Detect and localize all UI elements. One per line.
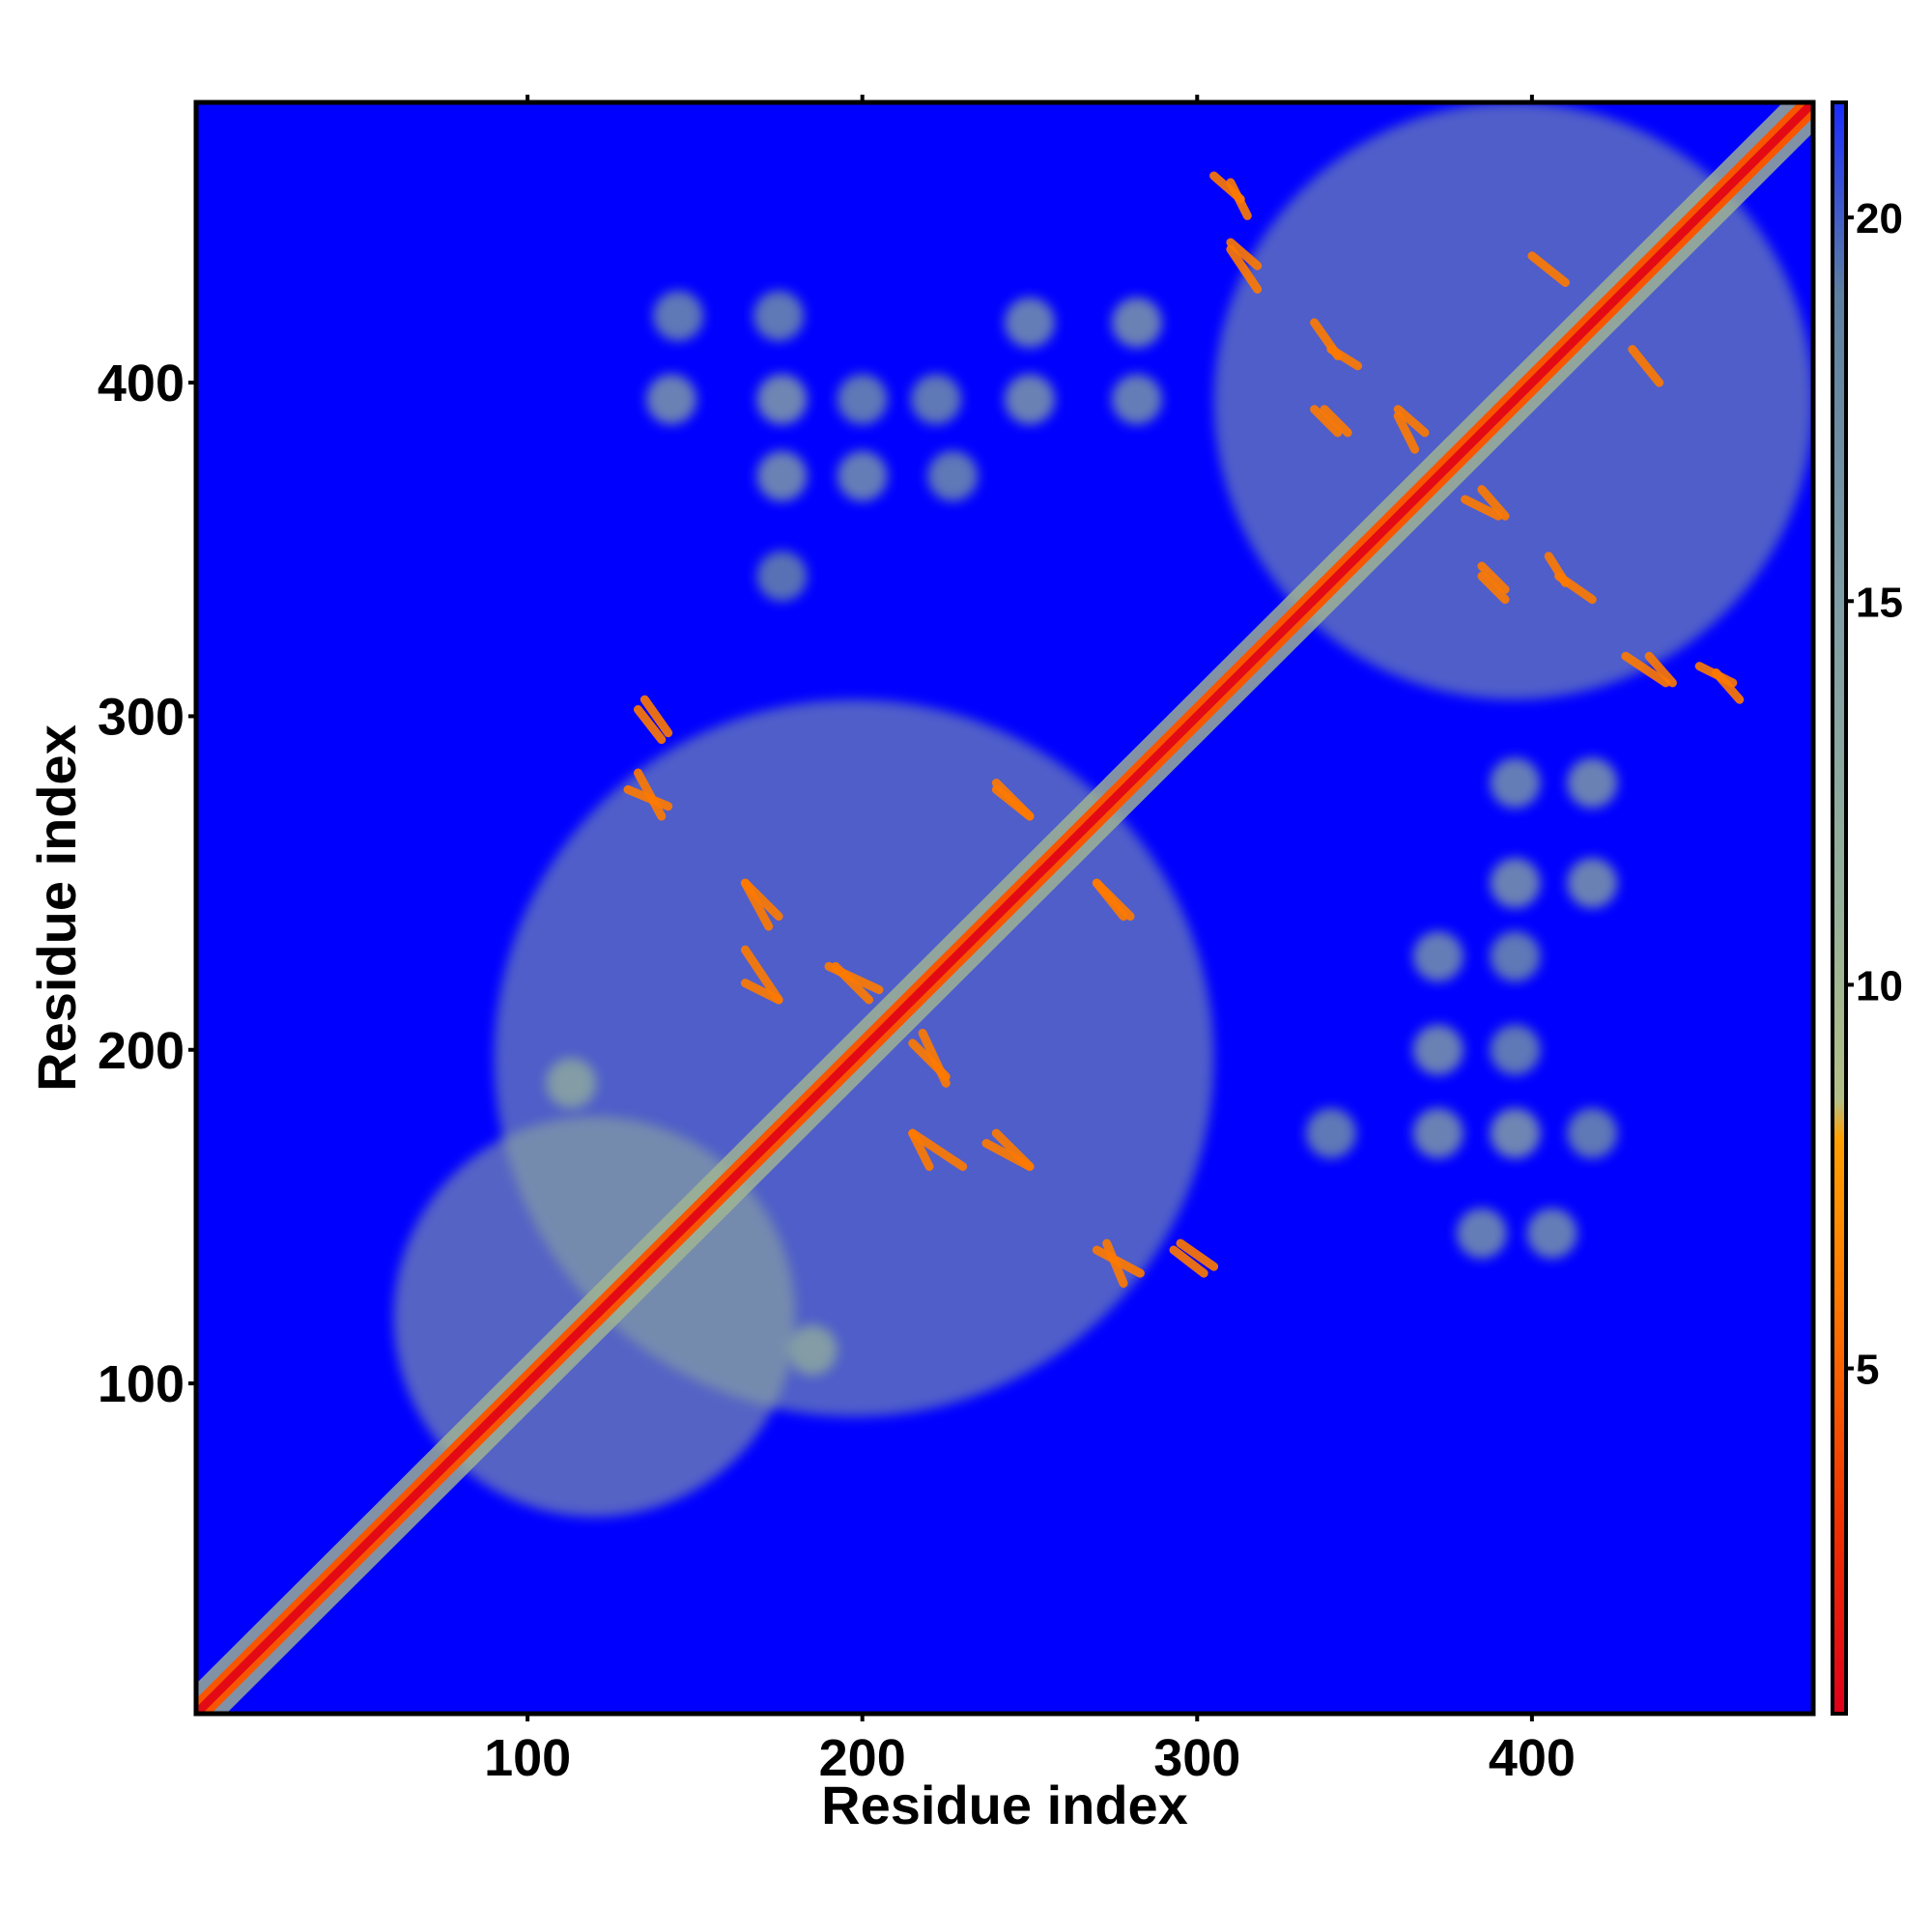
contact-segment [1644, 651, 1677, 688]
contact-patch [1412, 1024, 1463, 1075]
y-tick-label: 100 [98, 1355, 185, 1413]
y-tick-label: 300 [98, 688, 185, 746]
colorbar-ticks: 5 10 15 20 [1846, 195, 1903, 1394]
colorbar-tick-label: 10 [1856, 962, 1903, 1009]
y-axis-label: Residue index [26, 724, 87, 1092]
contact-patch [1490, 931, 1541, 982]
x-tick-label: 300 [1153, 1729, 1240, 1787]
y-axis: 100 200 300 400 [98, 355, 196, 1413]
contact-patch [1005, 374, 1055, 425]
top-axis [526, 95, 1534, 102]
contact-patch [546, 1058, 597, 1109]
contact-segment [831, 961, 874, 1005]
contact-segment [1477, 485, 1510, 521]
contact-segment [639, 695, 673, 738]
contact-patch [756, 374, 808, 425]
plot-frame [193, 99, 1816, 1717]
contact-patch [1490, 858, 1541, 909]
y-tick-label: 400 [98, 355, 185, 412]
contact-patch [837, 450, 888, 501]
contact-patch [1111, 297, 1162, 348]
contact-segment [1226, 238, 1263, 270]
y-tick-label: 200 [98, 1022, 185, 1080]
contact-segment [1092, 878, 1135, 922]
contact-patch [911, 374, 961, 425]
contact-segment [1226, 244, 1263, 294]
contact-patch [1111, 374, 1162, 425]
contact-patch [1567, 757, 1618, 809]
contact-patch [646, 374, 697, 425]
contact-segment [1092, 1245, 1145, 1278]
contact-patch [753, 291, 805, 341]
contact-patch [756, 551, 808, 602]
contact-patch [653, 291, 704, 341]
contact-segment [740, 945, 783, 1005]
x-axis-label: Residue index [821, 1775, 1188, 1835]
contact-segment [634, 768, 667, 821]
colorbar-tick-label: 15 [1856, 579, 1903, 626]
contact-segment [634, 705, 667, 745]
contact-segment [908, 1038, 951, 1081]
x-tick-label: 400 [1489, 1729, 1576, 1787]
contact-segment [1310, 318, 1343, 360]
contact-patch [1412, 931, 1463, 982]
contact-patch [1456, 1208, 1507, 1259]
contact-patch [1490, 757, 1541, 809]
contact-segment [1554, 571, 1597, 605]
contact-segment [1628, 345, 1664, 387]
contact-patch [837, 374, 888, 425]
colorbar-tick-label: 5 [1856, 1347, 1879, 1394]
contact-patch [1567, 1108, 1618, 1159]
contact-patch [1526, 1208, 1577, 1259]
contact-segment [991, 779, 1035, 821]
x-axis: 100 200 300 400 [484, 1714, 1576, 1787]
contact-segment [908, 1128, 968, 1172]
contact-patch [1490, 1024, 1541, 1075]
contact-patch [1490, 1108, 1541, 1159]
colorbar-tick-label: 20 [1856, 195, 1903, 242]
contact-patch [1567, 858, 1618, 909]
colorbar: 5 10 15 20 [1831, 100, 1903, 1716]
contact-patch [1412, 1108, 1463, 1159]
heatmap-cells [196, 102, 1813, 1714]
colorbar-gradient [1831, 100, 1848, 1716]
contact-patch [1305, 1108, 1356, 1159]
contact-segment [1527, 251, 1570, 287]
contact-patch [786, 1324, 838, 1376]
contact-segment [1477, 561, 1510, 594]
contact-patch [927, 450, 979, 501]
contact-segment [740, 878, 774, 931]
contact-patch [1005, 297, 1055, 348]
x-tick-label: 100 [484, 1729, 571, 1787]
contact-segment [1320, 405, 1352, 438]
diagonal-core [196, 102, 1813, 1714]
contact-segment [1393, 405, 1430, 438]
contact-patch [756, 450, 808, 501]
contact-segment [1169, 1245, 1208, 1278]
contact-segment [1226, 178, 1252, 220]
contact-segment [1176, 1238, 1219, 1271]
x-tick-label: 200 [819, 1729, 906, 1787]
contact-segment [1621, 651, 1670, 688]
contact-segment [1694, 662, 1738, 688]
plot-area [193, 99, 1816, 1717]
contact-segment [1477, 571, 1510, 605]
contact-segment [1310, 405, 1343, 438]
contact-segment [1393, 412, 1420, 454]
contact-segment [981, 1139, 1035, 1172]
contact-segment [1461, 495, 1503, 521]
